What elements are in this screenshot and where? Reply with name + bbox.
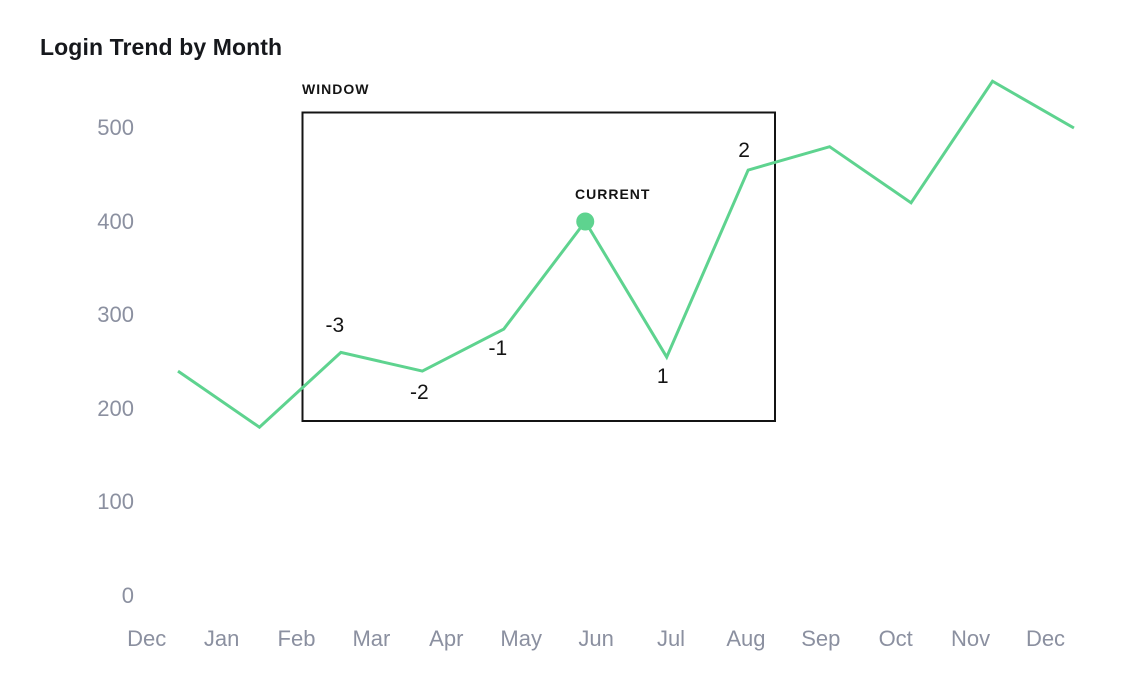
window-box-label: WINDOW bbox=[302, 81, 370, 97]
window-box bbox=[301, 111, 776, 422]
x-axis-tick-label: Jul bbox=[656, 626, 686, 651]
chart-title: Login Trend by Month bbox=[40, 34, 283, 60]
x-axis-tick-label: Dec bbox=[127, 626, 167, 651]
offset-annotation: -1 bbox=[488, 337, 508, 361]
current-point-marker bbox=[576, 212, 595, 231]
x-axis-tick-label: Aug bbox=[726, 626, 766, 651]
x-axis-tick-label: Oct bbox=[878, 626, 913, 651]
y-axis-tick-label: 300 bbox=[97, 302, 134, 327]
offset-annotation: 2 bbox=[738, 139, 750, 163]
y-axis-tick-label: 400 bbox=[97, 208, 134, 234]
offset-annotation: 1 bbox=[656, 365, 669, 389]
x-axis-tick-label: Jan bbox=[203, 626, 240, 651]
x-axis-tick-label: Apr bbox=[429, 626, 464, 651]
x-axis-tick-label: Mar bbox=[352, 626, 391, 651]
x-axis-tick-label: Feb bbox=[277, 626, 316, 651]
trend-line bbox=[177, 79, 1075, 430]
x-axis-tick-label: Dec bbox=[1025, 626, 1066, 651]
offset-annotation: -2 bbox=[410, 381, 429, 405]
y-axis-tick-label: 500 bbox=[97, 115, 134, 140]
offset-annotation: -3 bbox=[325, 314, 345, 338]
x-axis-tick-label: Nov bbox=[951, 626, 991, 651]
y-axis-tick-label: 0 bbox=[121, 582, 134, 608]
current-marker-label: CURRENT bbox=[575, 186, 651, 202]
x-axis-tick-label: Jun bbox=[578, 626, 614, 651]
y-axis-tick-label: 200 bbox=[97, 395, 134, 421]
y-axis-tick-label: 100 bbox=[97, 489, 134, 514]
x-axis-tick-label: Sep bbox=[801, 626, 841, 651]
x-axis-tick-label: May bbox=[500, 626, 542, 651]
